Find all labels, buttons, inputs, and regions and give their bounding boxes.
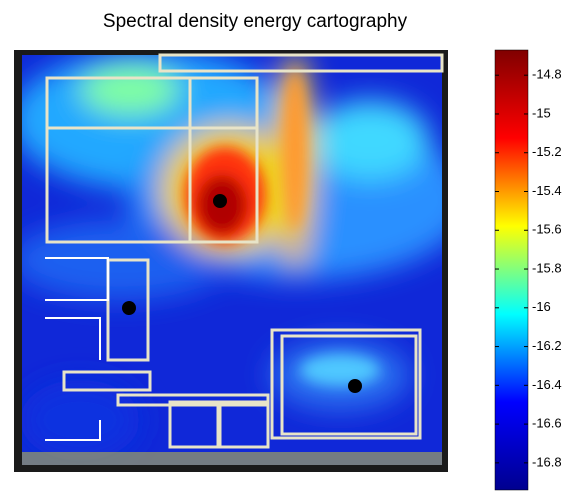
- floorplan-outlines: [45, 53, 444, 449]
- colorbar-tick-label: -16.8: [532, 454, 562, 469]
- colorbar-tick-label: -16: [532, 299, 551, 314]
- colorbar-tick-label: -14.8: [532, 67, 562, 82]
- colorbar-tick-label: -16.4: [532, 377, 562, 392]
- probe-dot: [348, 379, 362, 393]
- colorbar-tick-label: -16.6: [532, 416, 562, 431]
- colorbar-tick-label: -15: [532, 105, 551, 120]
- colorbar-tick-label: -15.8: [532, 260, 562, 275]
- probe-dot: [122, 301, 136, 315]
- chart-title: Spectral density energy cartography: [103, 11, 408, 32]
- heatmap: [14, 50, 448, 472]
- colorbar: [494, 49, 529, 491]
- colorbar-tick-label: -15.6: [532, 222, 562, 237]
- floorplan-white: [45, 257, 109, 441]
- colorbar-tick-label: -16.2: [532, 338, 562, 353]
- colorbar-tick-label: -15.2: [532, 144, 562, 159]
- map-border-strip: [22, 452, 442, 465]
- probe-dot: [213, 194, 227, 208]
- colorbar-tick-label: -15.4: [532, 183, 562, 198]
